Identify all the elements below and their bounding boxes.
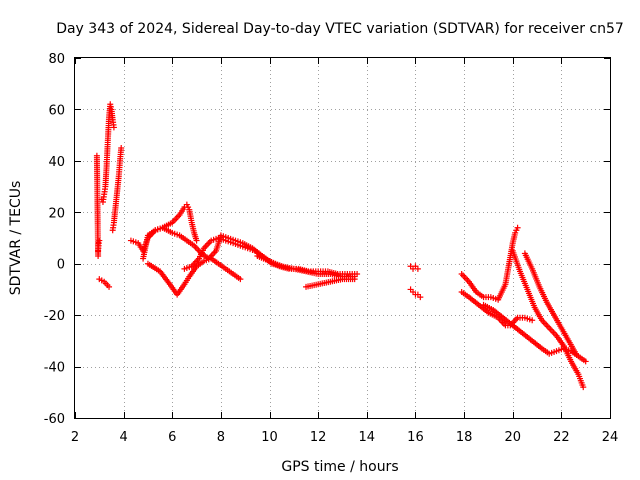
x-tick-label: 20 <box>504 430 521 445</box>
series-arc-13 <box>407 286 424 301</box>
data-point <box>96 237 103 244</box>
data-point <box>582 358 589 365</box>
plot-frame <box>74 57 611 419</box>
x-tick-label: 24 <box>602 430 619 445</box>
y-tick-label: -40 <box>44 361 65 376</box>
x-tick-label: 2 <box>71 430 79 445</box>
x-tick-label: 14 <box>359 430 376 445</box>
series-arc-3 <box>96 276 113 290</box>
x-tick-label: 12 <box>310 430 327 445</box>
series-arc-2 <box>95 237 103 254</box>
x-tick-label: 6 <box>168 430 176 445</box>
data-point <box>529 317 536 324</box>
x-axis-title: GPS time / hours <box>281 459 398 475</box>
y-axis-title: SDTVAR / TECUs <box>8 181 24 296</box>
y-tick-label: -20 <box>44 309 65 324</box>
series-arc-18 <box>521 250 579 357</box>
x-tick-label: 22 <box>553 430 570 445</box>
x-tick-label: 16 <box>407 430 424 445</box>
series-arc-11 <box>303 276 358 290</box>
data-point <box>95 253 102 259</box>
y-tick-label: 0 <box>57 258 65 273</box>
data-point <box>414 265 421 272</box>
grid-layer <box>75 58 610 418</box>
points-layer <box>93 101 589 391</box>
x-tick-label: 8 <box>217 430 225 445</box>
series-arc-14 <box>458 224 521 303</box>
y-tick-label: -60 <box>44 412 65 427</box>
series-arc-5 <box>109 145 125 234</box>
y-tick-label: 80 <box>48 52 65 67</box>
data-point <box>193 237 200 244</box>
x-tick-label: 4 <box>119 430 127 445</box>
series-arc-10 <box>254 253 358 280</box>
data-point <box>110 124 117 131</box>
data-point <box>417 294 424 301</box>
series-arc-7 <box>140 224 285 270</box>
x-tick-label: 18 <box>456 430 473 445</box>
data-point <box>572 350 579 357</box>
y-tick-label: 60 <box>48 103 65 118</box>
data-point <box>237 276 244 283</box>
y-tick-label: 20 <box>48 206 65 221</box>
series-arc-4 <box>98 101 117 205</box>
x-tick-label: 10 <box>261 430 278 445</box>
series-arc-8 <box>144 255 244 298</box>
data-point <box>351 276 358 283</box>
chart-title: Day 343 of 2024, Sidereal Day-to-day VTE… <box>56 21 624 37</box>
series-arc-17 <box>509 247 587 391</box>
series-arc-15 <box>458 289 536 329</box>
data-point <box>580 384 587 391</box>
series-arc-12 <box>407 263 421 272</box>
data-point <box>118 145 125 151</box>
data-point <box>514 224 521 231</box>
y-tick-label: 40 <box>48 155 65 170</box>
data-point <box>106 283 113 290</box>
